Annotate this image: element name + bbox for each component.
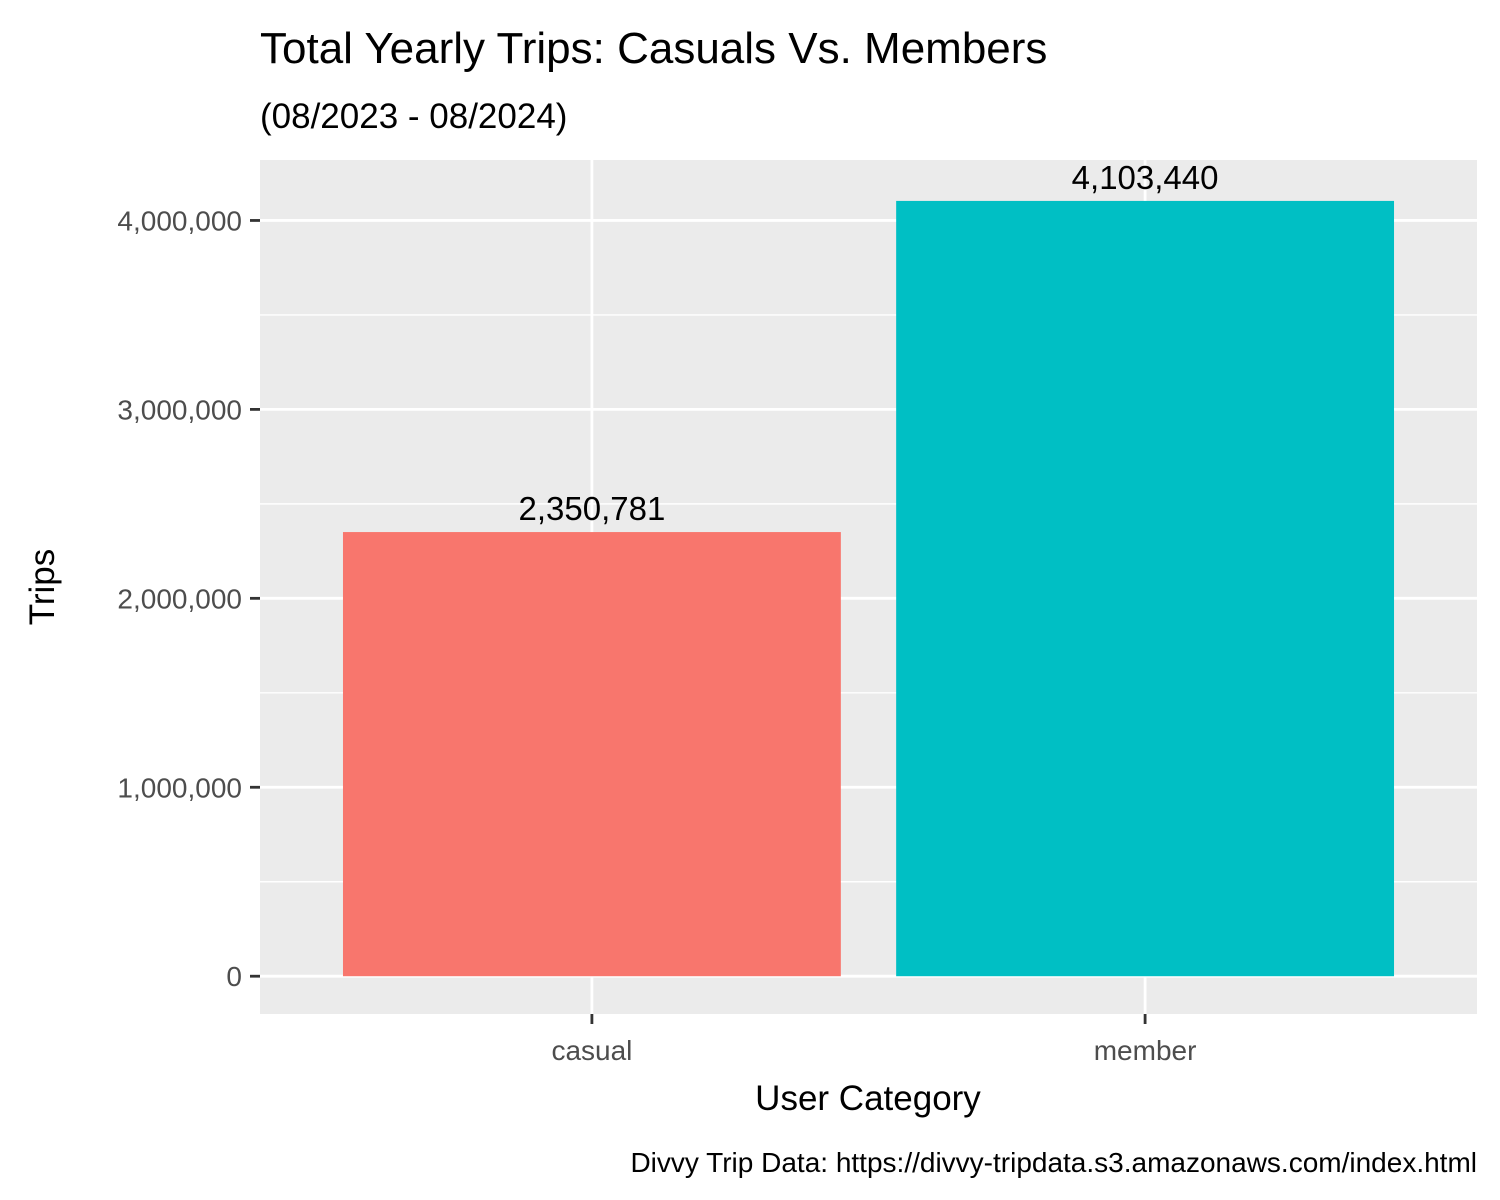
y-tick-label: 4,000,000 xyxy=(117,205,242,236)
data-label-casual: 2,350,781 xyxy=(519,490,666,527)
x-tick-label-casual: casual xyxy=(551,1035,632,1066)
bar-casual xyxy=(342,532,841,977)
bar-member xyxy=(896,200,1395,977)
chart-title: Total Yearly Trips: Casuals Vs. Members xyxy=(260,24,1047,73)
y-tick-label: 3,000,000 xyxy=(117,394,242,425)
data-labels: 2,350,781 4,103,440 xyxy=(519,159,1219,527)
bars xyxy=(342,200,1395,977)
y-tick-label: 0 xyxy=(226,961,242,992)
chart-caption: Divvy Trip Data: https://divvy-tripdata.… xyxy=(630,1147,1477,1178)
y-tick-label: 1,000,000 xyxy=(117,772,242,803)
y-axis: 0 1,000,000 2,000,000 3,000,000 4,000,000 xyxy=(117,205,260,992)
data-label-member: 4,103,440 xyxy=(1072,159,1219,196)
y-axis-title: Trips xyxy=(23,549,62,625)
x-tick-label-member: member xyxy=(1094,1035,1197,1066)
x-axis: casual member xyxy=(551,1014,1196,1066)
chart-subtitle: (08/2023 - 08/2024) xyxy=(260,97,567,136)
x-axis-title: User Category xyxy=(755,1079,981,1118)
y-tick-label: 2,000,000 xyxy=(117,583,242,614)
